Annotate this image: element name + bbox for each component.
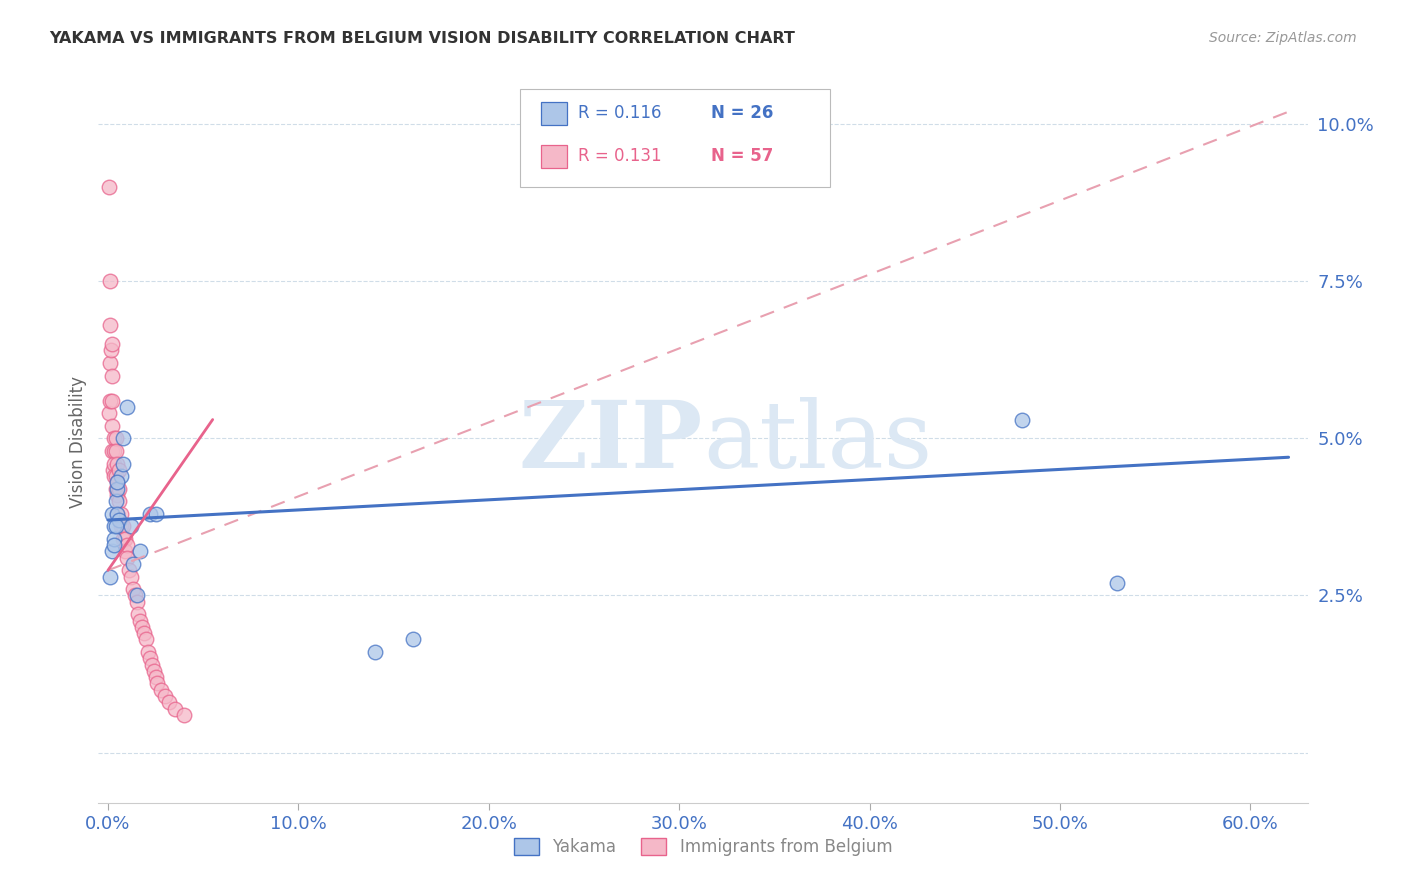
Point: [115, 400, 138, 414]
Point: [120, 569, 142, 583]
Point: [103, 469, 125, 483]
Point: [108, 513, 131, 527]
Text: R = 0.116: R = 0.116: [578, 104, 661, 122]
Point: [100, 507, 122, 521]
Point: [139, 651, 162, 665]
Point: [104, 444, 127, 458]
Point: [107, 507, 129, 521]
Point: [146, 676, 169, 690]
Point: [110, 469, 132, 483]
Point: [127, 607, 149, 622]
Point: [98, 318, 121, 333]
Point: [173, 707, 195, 722]
Point: [100, 368, 122, 383]
Point: [103, 444, 125, 458]
Point: [103, 538, 125, 552]
Point: [121, 582, 143, 597]
Point: [129, 614, 152, 628]
Point: [363, 645, 385, 659]
Point: [118, 563, 141, 577]
Point: [114, 544, 136, 558]
Point: [108, 463, 131, 477]
Point: [129, 544, 152, 558]
Point: [121, 557, 143, 571]
Point: [107, 482, 129, 496]
Point: [107, 475, 129, 490]
Point: [110, 507, 132, 521]
Point: [145, 507, 167, 521]
Text: Source: ZipAtlas.com: Source: ZipAtlas.com: [1209, 31, 1357, 45]
Point: [107, 475, 129, 490]
Point: [104, 431, 127, 445]
Point: [104, 519, 127, 533]
Point: [1107, 575, 1129, 590]
Text: ZIP: ZIP: [519, 397, 703, 486]
Point: [112, 431, 135, 445]
Point: [135, 632, 157, 647]
Point: [112, 457, 135, 471]
Point: [108, 482, 131, 496]
Point: [100, 337, 122, 351]
Legend: Yakama, Immigrants from Belgium: Yakama, Immigrants from Belgium: [508, 831, 898, 863]
Point: [136, 645, 159, 659]
Point: [100, 444, 122, 458]
Point: [125, 595, 148, 609]
Text: YAKAMA VS IMMIGRANTS FROM BELGIUM VISION DISABILITY CORRELATION CHART: YAKAMA VS IMMIGRANTS FROM BELGIUM VISION…: [49, 31, 794, 46]
Point: [139, 507, 162, 521]
Point: [1011, 412, 1033, 426]
Point: [153, 689, 176, 703]
Point: [163, 701, 186, 715]
Point: [103, 431, 125, 445]
Point: [141, 657, 163, 672]
Point: [112, 519, 135, 533]
Point: [131, 620, 153, 634]
Text: atlas: atlas: [703, 397, 932, 486]
Point: [100, 418, 122, 433]
Point: [100, 544, 122, 558]
Point: [115, 538, 138, 552]
Point: [104, 494, 127, 508]
Point: [124, 589, 146, 603]
Point: [157, 695, 180, 709]
Point: [104, 469, 127, 483]
Point: [98, 393, 121, 408]
Point: [98, 274, 121, 288]
Point: [145, 670, 167, 684]
Point: [125, 589, 148, 603]
Point: [120, 519, 142, 533]
Point: [401, 632, 423, 647]
Point: [142, 664, 165, 678]
Point: [97, 180, 120, 194]
Text: R = 0.131: R = 0.131: [578, 147, 661, 165]
Point: [134, 626, 156, 640]
Point: [100, 393, 122, 408]
Y-axis label: Vision Disability: Vision Disability: [69, 376, 87, 508]
Point: [115, 550, 138, 565]
Point: [101, 463, 124, 477]
Point: [98, 569, 121, 583]
Text: N = 26: N = 26: [711, 104, 773, 122]
Point: [107, 457, 129, 471]
Point: [112, 532, 135, 546]
Point: [114, 532, 136, 546]
Point: [107, 507, 129, 521]
Point: [110, 519, 132, 533]
Point: [108, 494, 131, 508]
Point: [100, 343, 122, 358]
Point: [107, 488, 129, 502]
Point: [103, 519, 125, 533]
Point: [103, 532, 125, 546]
Point: [103, 457, 125, 471]
Point: [150, 682, 173, 697]
Text: N = 57: N = 57: [711, 147, 773, 165]
Point: [98, 356, 121, 370]
Point: [104, 482, 127, 496]
Point: [97, 406, 120, 420]
